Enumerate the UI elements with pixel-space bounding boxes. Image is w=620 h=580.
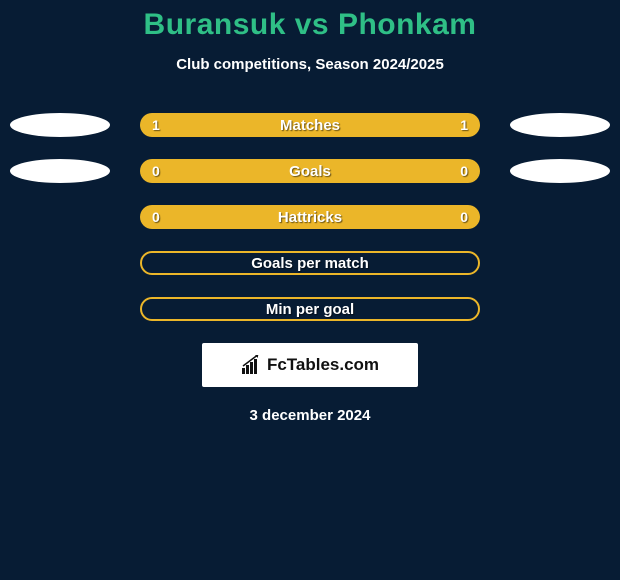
stat-row: 0 Hattricks 0 <box>0 205 620 229</box>
stat-left-value: 0 <box>152 163 160 179</box>
left-ellipse <box>10 159 110 183</box>
logo-text: FcTables.com <box>267 355 379 375</box>
stat-bar: 1 Matches 1 <box>140 113 480 137</box>
stat-label: Goals per match <box>251 255 369 272</box>
right-ellipse <box>510 159 610 183</box>
stat-bar: 0 Goals 0 <box>140 159 480 183</box>
stat-right-value: 0 <box>460 163 468 179</box>
page-subtitle: Club competitions, Season 2024/2025 <box>176 56 444 73</box>
stat-left-value: 0 <box>152 209 160 225</box>
stat-bar: Min per goal <box>140 297 480 321</box>
stat-row: Min per goal <box>0 297 620 321</box>
stat-right-value: 0 <box>460 209 468 225</box>
chart-icon <box>241 355 263 375</box>
stat-label: Min per goal <box>266 301 354 318</box>
page-title: Buransuk vs Phonkam <box>144 8 477 42</box>
left-ellipse <box>10 113 110 137</box>
stat-row: 1 Matches 1 <box>0 113 620 137</box>
stat-label: Hattricks <box>278 209 342 226</box>
stat-label: Goals <box>289 163 331 180</box>
footer-date: 3 december 2024 <box>250 407 371 424</box>
stat-row: Goals per match <box>0 251 620 275</box>
logo-box: FcTables.com <box>202 343 418 387</box>
stat-bar: 0 Hattricks 0 <box>140 205 480 229</box>
stat-left-value: 1 <box>152 117 160 133</box>
stats-rows: 1 Matches 1 0 Goals 0 0 Hattricks 0 Goals per mat… <box>0 113 620 321</box>
right-ellipse <box>510 113 610 137</box>
stat-label: Matches <box>280 117 340 134</box>
stat-row: 0 Goals 0 <box>0 159 620 183</box>
stat-right-value: 1 <box>460 117 468 133</box>
stat-bar: Goals per match <box>140 251 480 275</box>
main-container: Buransuk vs Phonkam Club competitions, S… <box>0 0 620 424</box>
